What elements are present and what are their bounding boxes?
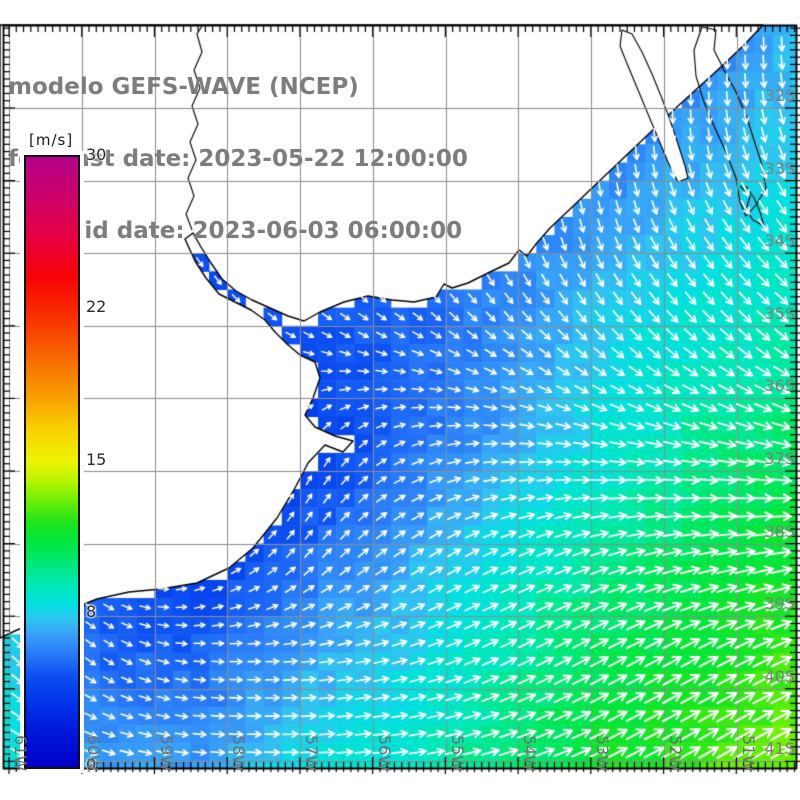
latitude-label: 32S bbox=[764, 86, 795, 105]
longitude-label: 60W bbox=[84, 735, 103, 772]
latitude-label: 34S bbox=[764, 231, 795, 250]
colorbar-tick-label: 8 bbox=[86, 602, 97, 621]
longitude-label: 58W bbox=[229, 735, 248, 772]
longitude-label: 51W bbox=[739, 735, 758, 772]
latitude-label: 38S bbox=[764, 522, 795, 541]
colorbar-tick-label: 15 bbox=[86, 450, 107, 469]
colorbar-tick-label: 0 bbox=[86, 755, 97, 774]
latitude-label: 40S bbox=[764, 667, 795, 686]
longitude-label: 54W bbox=[520, 735, 539, 772]
colorbar-tick-label: 30 bbox=[86, 145, 107, 164]
longitude-label: 56W bbox=[375, 735, 394, 772]
longitude-label: 53W bbox=[593, 735, 612, 772]
longitude-label: 61W bbox=[11, 735, 30, 772]
latitude-label: 39S bbox=[764, 594, 795, 613]
colorbar-tick-label: 22 bbox=[86, 297, 107, 316]
latitude-label: 35S bbox=[764, 304, 795, 323]
colorbar-unit-label: [m/s] bbox=[26, 131, 77, 149]
latitude-label: 37S bbox=[764, 449, 795, 468]
latitude-label: 33S bbox=[764, 159, 795, 178]
longitude-label: 57W bbox=[302, 735, 321, 772]
longitude-label: 55W bbox=[448, 735, 467, 772]
longitude-label: 52W bbox=[666, 735, 685, 772]
latitude-label: 36S bbox=[764, 376, 795, 395]
colorbar-gradient-bar bbox=[24, 155, 80, 769]
latitude-label: 41S bbox=[764, 739, 795, 758]
longitude-label: 59W bbox=[157, 735, 176, 772]
